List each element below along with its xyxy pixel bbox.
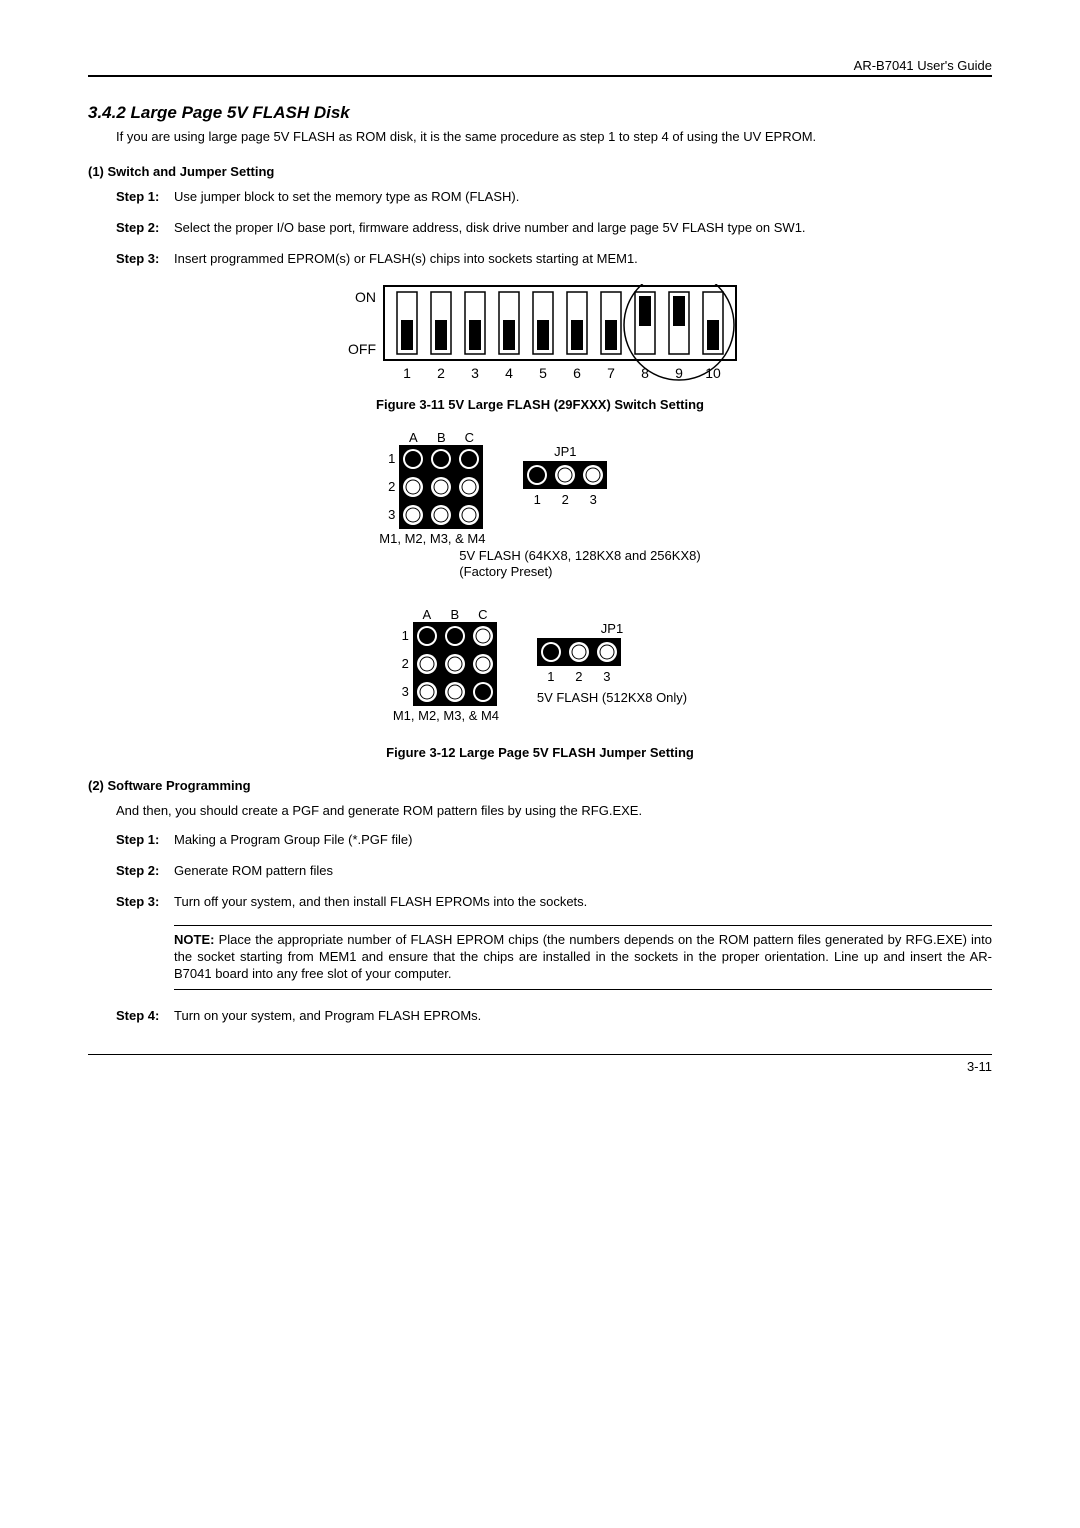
step-label: Step 1: bbox=[116, 189, 174, 206]
svg-text:9: 9 bbox=[675, 365, 683, 381]
row-label: 1 bbox=[393, 622, 409, 650]
col-label: B bbox=[441, 607, 469, 622]
svg-text:OFF: OFF bbox=[348, 341, 376, 357]
svg-text:5: 5 bbox=[539, 365, 547, 381]
page-number: 3-11 bbox=[88, 1054, 992, 1074]
dip-switch-figure: ONOFF12345678910 bbox=[88, 284, 992, 387]
jp1-num: 1 bbox=[537, 669, 565, 684]
step: Step 2:Select the proper I/O base port, … bbox=[116, 220, 992, 237]
step: Step 2:Generate ROM pattern files bbox=[116, 863, 992, 880]
jp1-svg bbox=[537, 638, 621, 666]
row-label: 3 bbox=[379, 501, 395, 529]
svg-text:1: 1 bbox=[403, 365, 411, 381]
step-text: Making a Program Group File (*.PGF file) bbox=[174, 832, 992, 849]
svg-text:3: 3 bbox=[471, 365, 479, 381]
section-name: Large Page 5V FLASH Disk bbox=[131, 103, 350, 122]
part2-intro: And then, you should create a PGF and ge… bbox=[116, 803, 992, 820]
step-label: Step 4: bbox=[116, 1008, 174, 1025]
dip-switch-svg: ONOFF12345678910 bbox=[338, 284, 742, 384]
step-text: Use jumper block to set the memory type … bbox=[174, 189, 992, 206]
jumper-grid-svg bbox=[413, 622, 497, 706]
part1-heading: (1) Switch and Jumper Setting bbox=[88, 164, 992, 179]
jp1-num: 3 bbox=[579, 492, 607, 507]
svg-text:7: 7 bbox=[607, 365, 615, 381]
svg-text:2: 2 bbox=[437, 365, 445, 381]
section-number: 3.4.2 bbox=[88, 103, 126, 122]
note-box: NOTE: Place the appropriate number of FL… bbox=[174, 925, 992, 990]
step: Step 3:Insert programmed EPROM(s) or FLA… bbox=[116, 251, 992, 268]
col-label: B bbox=[427, 430, 455, 445]
row-label: 2 bbox=[393, 650, 409, 678]
row-label: 1 bbox=[379, 445, 395, 473]
col-label: C bbox=[469, 607, 497, 622]
jp1-num: 3 bbox=[593, 669, 621, 684]
jumper-b-desc1: 5V FLASH (512KX8 Only) bbox=[537, 690, 687, 705]
step-label: Step 3: bbox=[116, 251, 174, 268]
note-text: Place the appropriate number of FLASH EP… bbox=[174, 932, 992, 981]
jumper-grid-svg bbox=[399, 445, 483, 529]
page-header: AR-B7041 User's Guide bbox=[88, 58, 992, 77]
jumper-a-caption: M1, M2, M3, & M4 bbox=[379, 531, 700, 546]
part2-heading: (2) Software Programming bbox=[88, 778, 992, 793]
row-label: 2 bbox=[379, 473, 395, 501]
step-text: Generate ROM pattern files bbox=[174, 863, 992, 880]
section-intro: If you are using large page 5V FLASH as … bbox=[116, 129, 992, 146]
step-label: Step 2: bbox=[116, 220, 174, 237]
jp1-num: 2 bbox=[565, 669, 593, 684]
jumper-block-b: ABC123 JP1123 5V FLASH (512KX8 Only) M1,… bbox=[393, 607, 687, 723]
step: Step 1:Making a Program Group File (*.PG… bbox=[116, 832, 992, 849]
col-label: A bbox=[413, 607, 441, 622]
step-label: Step 1: bbox=[116, 832, 174, 849]
jumper-block-a: ABC123 JP1123 M1, M2, M3, & M4 5V FLASH … bbox=[379, 430, 700, 602]
step: Step 3:Turn off your system, and then in… bbox=[116, 894, 992, 911]
jp1-num: 1 bbox=[523, 492, 551, 507]
jumper-a-desc2: (Factory Preset) bbox=[459, 564, 700, 581]
step: Step 4:Turn on your system, and Program … bbox=[116, 1008, 992, 1025]
svg-text:4: 4 bbox=[505, 365, 513, 381]
note-label: NOTE: bbox=[174, 932, 214, 947]
jumper-a-desc1: 5V FLASH (64KX8, 128KX8 and 256KX8) bbox=[459, 548, 700, 565]
step-label: Step 2: bbox=[116, 863, 174, 880]
step-text: Turn on your system, and Program FLASH E… bbox=[174, 1008, 992, 1025]
svg-text:6: 6 bbox=[573, 365, 581, 381]
figure-3-12-caption: Figure 3-12 Large Page 5V FLASH Jumper S… bbox=[88, 745, 992, 760]
step-text: Select the proper I/O base port, firmwar… bbox=[174, 220, 992, 237]
svg-text:ON: ON bbox=[355, 289, 376, 305]
section-title: 3.4.2 Large Page 5V FLASH Disk bbox=[88, 103, 992, 123]
figure-3-11-caption: Figure 3-11 5V Large FLASH (29FXXX) Swit… bbox=[88, 397, 992, 412]
step-text: Turn off your system, and then install F… bbox=[174, 894, 992, 911]
col-label: A bbox=[399, 430, 427, 445]
jp1-svg bbox=[523, 461, 607, 489]
step: Step 1:Use jumper block to set the memor… bbox=[116, 189, 992, 206]
jp1-num: 2 bbox=[551, 492, 579, 507]
step-label: Step 3: bbox=[116, 894, 174, 911]
jp1-label: JP1 bbox=[537, 621, 687, 636]
row-label: 3 bbox=[393, 678, 409, 706]
step-text: Insert programmed EPROM(s) or FLASH(s) c… bbox=[174, 251, 992, 268]
jumper-b-caption: M1, M2, M3, & M4 bbox=[393, 708, 687, 723]
col-label: C bbox=[455, 430, 483, 445]
jp1-label: JP1 bbox=[523, 444, 607, 459]
